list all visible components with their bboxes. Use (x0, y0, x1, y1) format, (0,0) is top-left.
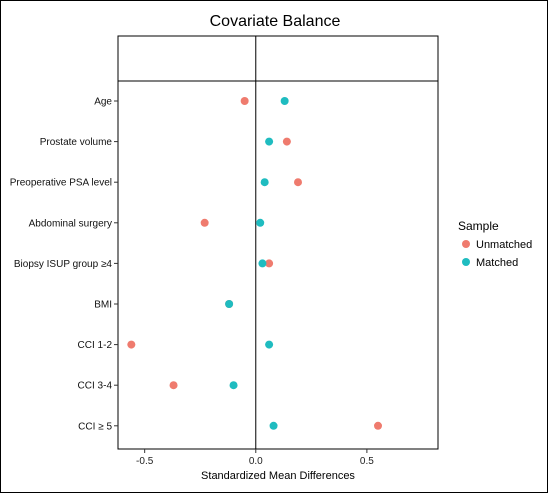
legend-label: Matched (476, 257, 518, 269)
unmatched-point (200, 218, 209, 227)
matched-point (256, 218, 265, 227)
x-tick-label: 0.5 (360, 456, 374, 467)
matched-point (265, 137, 274, 146)
y-tick-label: Preoperative PSA level (10, 178, 112, 189)
matched-point (269, 421, 278, 430)
x-tick-label: 0.0 (249, 456, 263, 467)
unmatched-point (240, 97, 249, 105)
matched-point (260, 178, 269, 187)
unmatched-point (294, 178, 302, 187)
x-tick-label: -0.5 (136, 456, 154, 467)
unmatched-point (127, 340, 136, 349)
legend-marker (462, 240, 470, 248)
legend-item-matched: Matched (462, 257, 518, 269)
unmatched-point (169, 381, 178, 390)
x-axis-label: Standardized Mean Differences (201, 470, 355, 482)
unmatched-point (282, 137, 291, 146)
chart-title: Covariate Balance (210, 13, 341, 30)
legend-title: Sample (458, 219, 499, 233)
y-tick-label: Age (94, 97, 112, 108)
top-panel (117, 35, 439, 82)
matched-point (258, 259, 267, 268)
y-tick-label: Abdominal surgery (29, 218, 112, 229)
y-tick-label: CCI ≥ 5 (78, 421, 112, 432)
legend-marker (462, 258, 470, 266)
legend-label: Unmatched (476, 239, 532, 251)
unmatched-point (374, 421, 382, 430)
y-tick-label: Prostate volume (40, 137, 113, 148)
legend-item-unmatched: Unmatched (462, 239, 532, 251)
y-tick-label: CCI 3-4 (78, 381, 113, 392)
y-tick-label: BMI (94, 300, 112, 311)
plot-panel (117, 80, 439, 450)
matched-point (265, 340, 274, 349)
y-tick-label: CCI 1-2 (78, 340, 113, 351)
matched-point (280, 97, 289, 105)
matched-point (225, 300, 234, 308)
y-tick-label: Biopsy ISUP group ≥4 (14, 259, 113, 270)
unmatched-point (265, 259, 274, 268)
matched-point (229, 381, 238, 390)
